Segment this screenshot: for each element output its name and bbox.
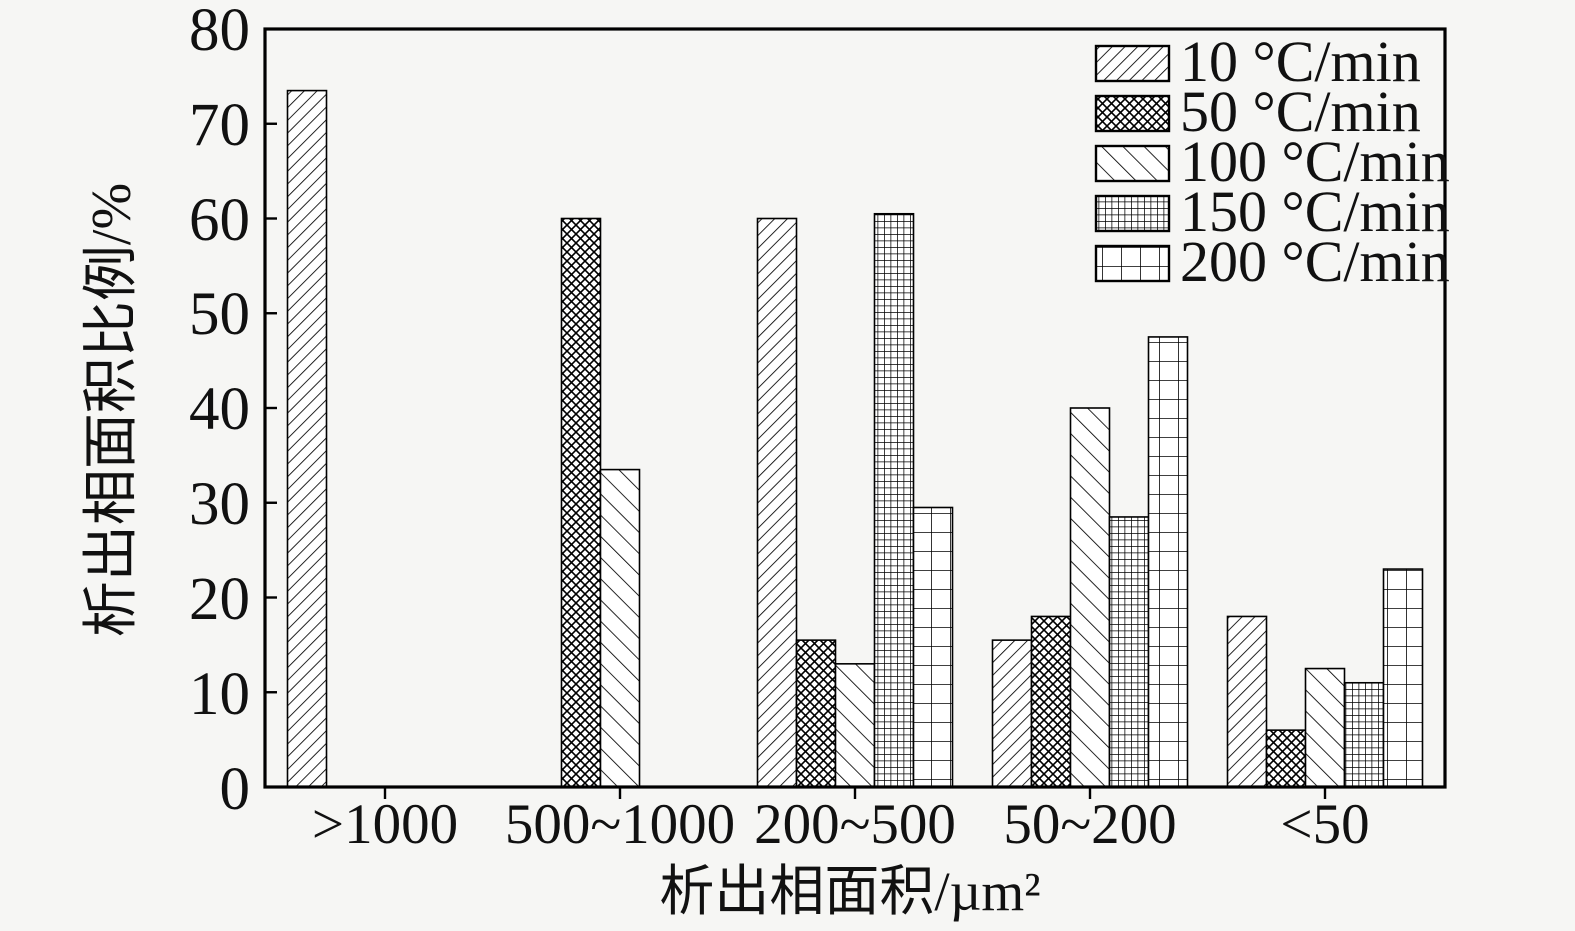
- svg-text:20: 20: [189, 566, 250, 633]
- svg-text:40: 40: [189, 376, 250, 443]
- svg-text:200 °C/min: 200 °C/min: [1180, 229, 1450, 294]
- svg-text:50: 50: [189, 281, 250, 348]
- svg-text:50~200: 50~200: [1003, 793, 1176, 856]
- svg-text:>1000: >1000: [312, 793, 458, 856]
- svg-text:<50: <50: [1280, 793, 1369, 856]
- svg-text:60: 60: [189, 187, 250, 254]
- svg-text:500~1000: 500~1000: [505, 793, 735, 856]
- svg-text:70: 70: [189, 92, 250, 159]
- svg-text:10: 10: [189, 661, 250, 728]
- svg-text:析出相面积/µm²: 析出相面积/µm²: [659, 861, 1040, 922]
- svg-text:30: 30: [189, 471, 250, 538]
- svg-text:0: 0: [220, 756, 251, 823]
- svg-text:200~500: 200~500: [754, 793, 956, 856]
- svg-text:80: 80: [189, 0, 250, 64]
- svg-text:析出相面积比例/%: 析出相面积比例/%: [81, 183, 143, 637]
